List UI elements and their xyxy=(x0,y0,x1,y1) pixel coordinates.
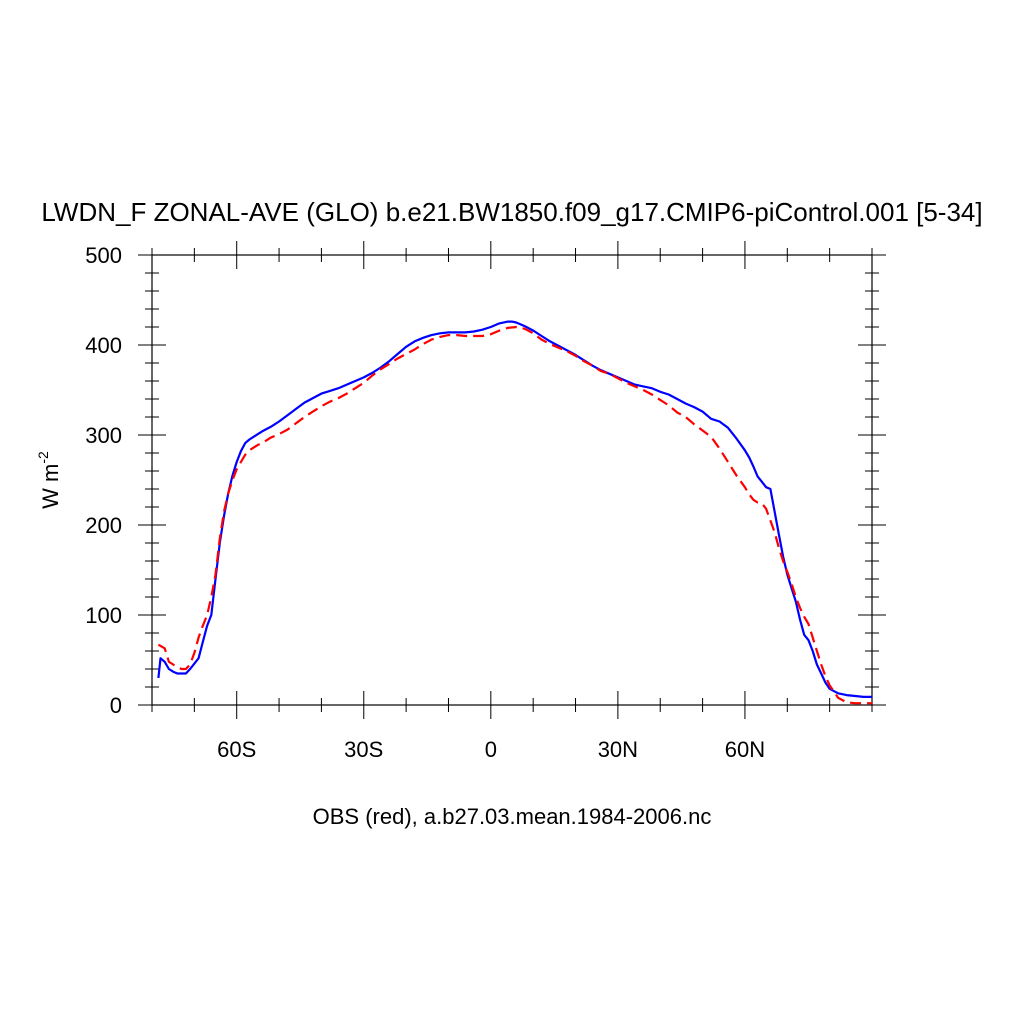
x-tick-label: 60N xyxy=(725,737,765,762)
y-axis-label: W m-2 xyxy=(35,451,63,509)
y-tick-label: 0 xyxy=(110,693,122,718)
plot-frame xyxy=(151,254,873,706)
y-tick-label: 300 xyxy=(85,423,122,448)
series-layer xyxy=(157,320,872,705)
series-line-model xyxy=(157,320,872,699)
x-tick-label: 0 xyxy=(485,737,497,762)
x-axis-label: OBS (red), a.b27.03.mean.1984-2006.nc xyxy=(313,804,712,829)
y-tick-label: 500 xyxy=(85,243,122,268)
x-tick-label: 30N xyxy=(598,737,638,762)
y-axis-label-base: W m xyxy=(38,464,63,509)
y-axis-label-exponent: -2 xyxy=(35,451,51,464)
y-tick-label: 100 xyxy=(85,603,122,628)
y-tick-label: 400 xyxy=(85,333,122,358)
x-tick-label: 60S xyxy=(217,737,256,762)
x-tick-label: 30S xyxy=(344,737,383,762)
axis-ticks: 60S 30S 0 30N 60N 0 100 200 300 400 500 xyxy=(85,241,886,762)
y-tick-label: 200 xyxy=(85,513,122,538)
chart-title: LWDN_F ZONAL-AVE (GLO) b.e21.BW1850.f09_… xyxy=(41,197,982,227)
series-line-obs xyxy=(157,325,872,705)
plot-area: 60S 30S 0 30N 60N 0 100 200 300 400 500 xyxy=(85,241,886,762)
